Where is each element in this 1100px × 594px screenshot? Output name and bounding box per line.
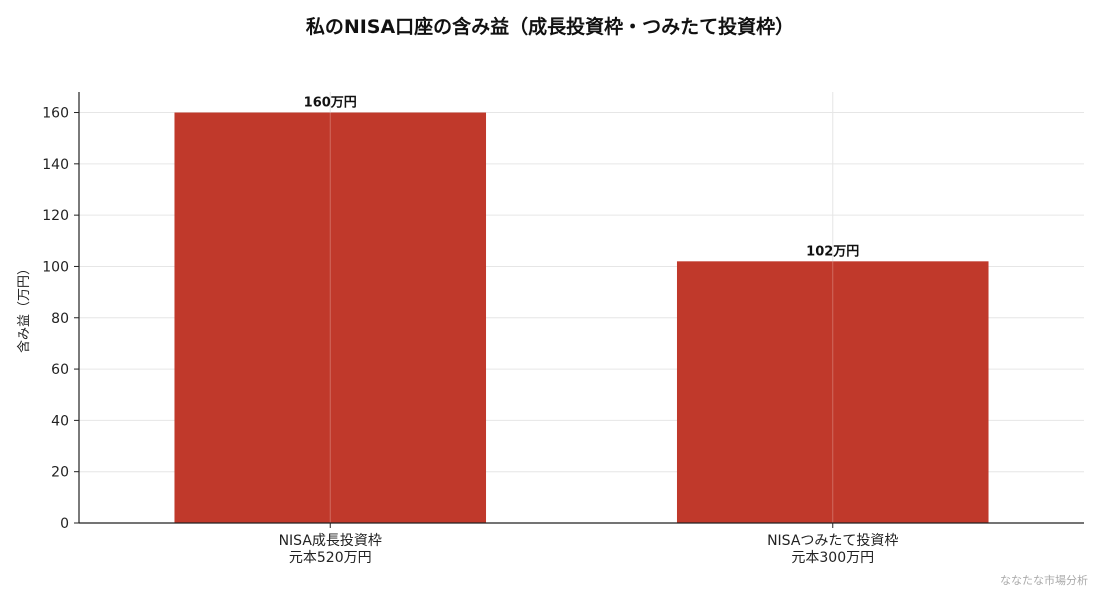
y-axis-label: 含み益（万円）	[16, 262, 32, 353]
y-tick-label-80: 80	[51, 311, 69, 327]
data-label-1: 102万円	[806, 244, 859, 259]
y-tick-label-100: 100	[42, 259, 69, 275]
y-tick-label-20: 20	[51, 465, 69, 481]
x-tick-label-1-0: NISAつみたて投資枠	[767, 533, 898, 549]
x-tick-label-0-0: NISA成長投資枠	[279, 533, 382, 549]
bar-0	[174, 112, 487, 524]
y-tick-label-0: 0	[60, 516, 69, 532]
y-tick-label-140: 140	[42, 157, 69, 173]
chart-title: 私のNISA口座の含み益（成長投資枠・つみたて投資枠）	[305, 16, 795, 38]
watermark: ななたな市場分析	[1000, 574, 1088, 587]
x-tick-label-1-1: 元本300万円	[791, 550, 874, 566]
bar-layer	[174, 112, 989, 524]
y-tick-label-160: 160	[42, 106, 69, 122]
y-tick-label-60: 60	[51, 362, 69, 378]
x-tick-label-0-1: 元本520万円	[289, 550, 372, 566]
data-label-0: 160万円	[304, 96, 357, 111]
bar-1	[676, 261, 989, 523]
y-tick-label-120: 120	[42, 208, 69, 224]
label-layer: 160万円 102万円	[304, 96, 860, 260]
y-tick-label-40: 40	[51, 413, 69, 429]
